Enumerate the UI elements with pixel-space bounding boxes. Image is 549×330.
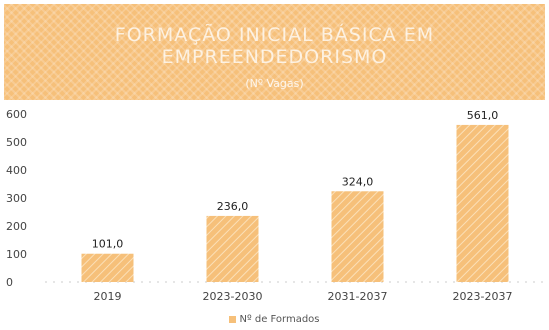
bars-group bbox=[81, 124, 509, 282]
data-label: 101,0 bbox=[92, 238, 124, 251]
data-label: 561,0 bbox=[467, 109, 499, 122]
y-tick-label: 0 bbox=[6, 276, 13, 289]
x-tick-label: 2019 bbox=[94, 290, 122, 303]
y-tick-label: 600 bbox=[6, 108, 27, 121]
chart-title: FORMAÇÃO INICIAL BÁSICA EM EMPREENDEDORI… bbox=[114, 24, 435, 68]
x-tick-label: 2031-2037 bbox=[328, 290, 388, 303]
y-tick-label: 100 bbox=[6, 248, 27, 261]
x-axis: 2019 2023-2030 2031-2037 2023-2037 bbox=[94, 290, 513, 303]
x-tick-label: 2023-2030 bbox=[203, 290, 263, 303]
y-tick-label: 500 bbox=[6, 136, 27, 149]
bar bbox=[81, 253, 134, 282]
y-tick-label: 200 bbox=[6, 220, 27, 233]
y-tick-label: 400 bbox=[6, 164, 27, 177]
x-tick-label: 2023-2037 bbox=[453, 290, 513, 303]
legend-label: Nº de Formados bbox=[239, 314, 320, 325]
data-label: 324,0 bbox=[342, 175, 374, 188]
chart-subtitle: (Nº Vagas) bbox=[245, 77, 304, 90]
y-tick-label: 300 bbox=[6, 192, 27, 205]
legend: Nº de Formados bbox=[0, 314, 549, 325]
legend-swatch bbox=[229, 315, 237, 323]
bar bbox=[331, 191, 384, 282]
title-banner bbox=[4, 4, 545, 100]
data-label: 236,0 bbox=[217, 200, 249, 213]
data-labels-group: 101,0 236,0 324,0 561,0 bbox=[92, 109, 499, 251]
bar bbox=[456, 124, 509, 282]
bar bbox=[206, 215, 259, 282]
